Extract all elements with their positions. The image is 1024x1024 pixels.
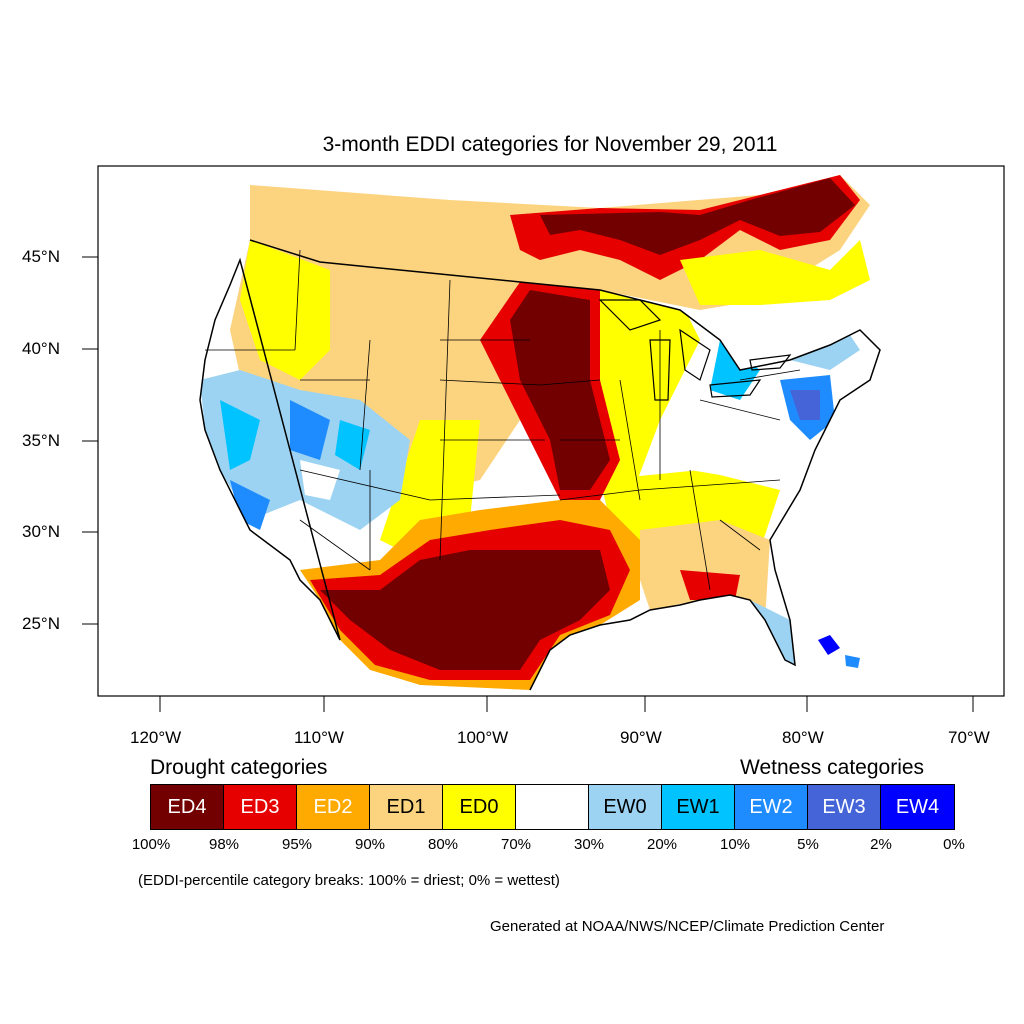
percentile-label: 2%	[870, 836, 892, 853]
percentile-label: 100%	[131, 836, 171, 853]
wetness-heading: Wetness categories	[740, 756, 925, 779]
legend-bar: ED4 ED3 ED2 ED1 ED0 EW0 EW1 EW2 EW3 EW4	[150, 784, 955, 830]
legend-box-neutral	[516, 785, 589, 829]
lat-label-45: 45°N	[22, 247, 60, 266]
lat-label-35: 35°N	[22, 431, 60, 450]
drought-heading: Drought categories	[150, 756, 328, 779]
percentile-label: 0%	[943, 836, 965, 853]
percentile-label: 10%	[719, 836, 751, 853]
percentile-label: 30%	[573, 836, 605, 853]
lon-label-120: 120°W	[130, 728, 182, 747]
map-title: 3-month EDDI categories for November 29,…	[322, 133, 778, 156]
canada-dark-band	[540, 178, 855, 255]
lat-label-30: 30°N	[22, 522, 60, 541]
boundaries	[199, 239, 881, 691]
great-lakes	[598, 299, 792, 401]
axis-ticks	[82, 256, 974, 712]
lat-label-40: 40°N	[22, 339, 60, 358]
lat-label-25: 25°N	[22, 614, 60, 633]
legend-box-ew0: EW0	[589, 785, 662, 829]
percentile-label: 90%	[354, 836, 386, 853]
legend-box-ed2: ED2	[297, 785, 370, 829]
category-note: (EDDI-percentile category breaks: 100% =…	[138, 872, 560, 889]
percentile-label: 98%	[208, 836, 240, 853]
lon-label-90: 90°W	[620, 728, 662, 747]
legend-box-ed3: ED3	[224, 785, 297, 829]
percentile-label: 20%	[646, 836, 678, 853]
legend-box-ew4: EW4	[881, 785, 954, 829]
map-border	[97, 165, 1005, 697]
legend-box-ed1: ED1	[370, 785, 443, 829]
percentile-label: 70%	[500, 836, 532, 853]
lon-label-100: 100°W	[457, 728, 509, 747]
state-lines	[205, 249, 801, 591]
canada-yellow-patch	[680, 240, 870, 305]
percentile-label: 5%	[797, 836, 819, 853]
legend-box-ed4: ED4	[151, 785, 224, 829]
lon-label-110: 110°W	[294, 728, 344, 747]
legend-box-ew1: EW1	[662, 785, 735, 829]
lon-label-80: 80°W	[782, 728, 824, 747]
legend-box-ew2: EW2	[735, 785, 808, 829]
coastline	[199, 239, 881, 691]
legend-box-ew3: EW3	[808, 785, 881, 829]
legend-box-ed0: ED0	[443, 785, 516, 829]
lon-label-70: 70°W	[948, 728, 990, 747]
credit-line: Generated at NOAA/NWS/NCEP/Climate Predi…	[490, 918, 885, 935]
percentile-label: 80%	[427, 836, 459, 853]
percentile-label: 95%	[281, 836, 313, 853]
